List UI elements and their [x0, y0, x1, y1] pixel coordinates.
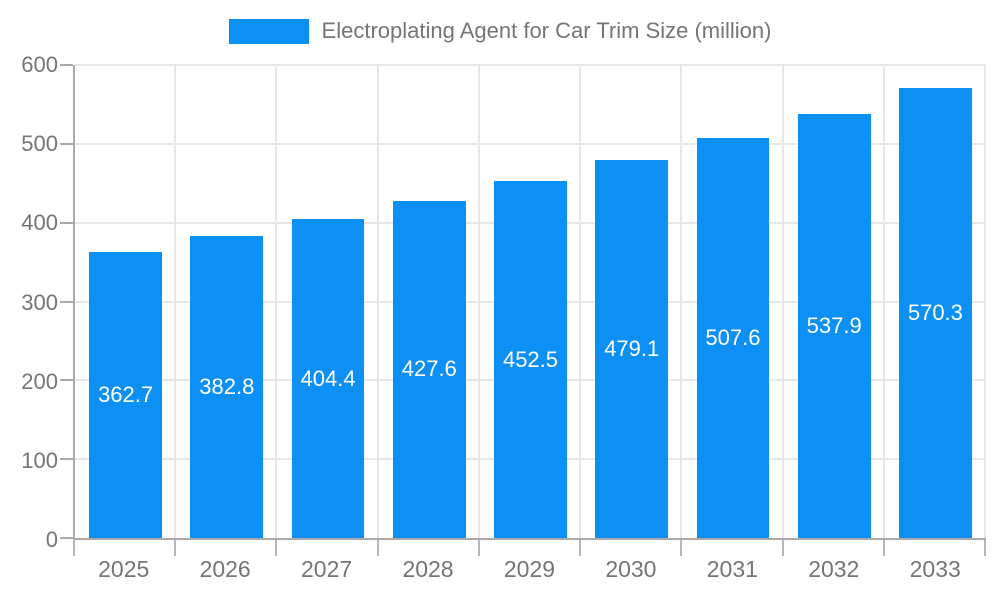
bar-2026[interactable]: 382.8: [190, 236, 264, 538]
x-axis-tick: [882, 540, 885, 556]
legend-label: Electroplating Agent for Car Trim Size (…: [321, 18, 772, 43]
bar-value-label: 537.9: [806, 312, 862, 338]
gridline-vertical: [174, 65, 177, 538]
y-axis-tick-label: 400: [21, 210, 58, 236]
plot-area: 362.7 382.8 404.4 427.6 452.5 479.1 507.6 537.9…: [60, 64, 986, 556]
gridline-vertical: [680, 65, 683, 538]
gridline-vertical: [882, 65, 885, 538]
legend: Electroplating Agent for Car Trim Size (…: [0, 18, 1000, 44]
y-axis-tick-label: 0: [45, 527, 58, 552]
x-axis-tick: [579, 540, 582, 556]
gridline-vertical: [781, 65, 784, 538]
y-axis-tick-label: 300: [21, 289, 58, 315]
y-axis-labels: 0 100 200 300 400 500 600: [0, 53, 58, 552]
y-axis-tick-label: 200: [21, 368, 58, 394]
bar-value-label: 570.3: [907, 300, 963, 326]
gridline-vertical: [275, 65, 278, 538]
y-axis-tick: [60, 458, 73, 461]
x-axis-category-label: 2032: [808, 556, 860, 582]
gridline-vertical: [477, 65, 480, 538]
bar-value-label: 362.7: [98, 382, 154, 408]
x-axis-tick: [174, 540, 177, 556]
legend-item[interactable]: Electroplating Agent for Car Trim Size (…: [228, 18, 772, 44]
y-axis-tick: [60, 64, 73, 66]
legend-swatch-icon: [228, 18, 309, 44]
y-axis-tick: [60, 537, 73, 539]
bar-2033[interactable]: 570.3: [898, 88, 972, 538]
x-axis-category-label: 2025: [98, 556, 150, 582]
bar-2032[interactable]: 537.9: [797, 113, 871, 538]
x-axis-category-label: 2027: [301, 556, 353, 582]
x-axis-tick: [781, 540, 784, 556]
gridline-horizontal: [75, 142, 986, 145]
y-axis-tick: [60, 142, 73, 145]
x-axis-category-label: 2031: [706, 556, 758, 582]
y-axis-tick: [60, 379, 73, 382]
bar-value-label: 479.1: [604, 336, 660, 362]
x-axis-tick: [680, 540, 683, 556]
bar-value-label: 452.5: [502, 346, 559, 372]
bar-2028[interactable]: 427.6: [392, 200, 466, 538]
bar-2030[interactable]: 479.1: [595, 160, 669, 538]
bar-2027[interactable]: 404.4: [291, 219, 365, 538]
x-axis-tick: [477, 540, 480, 556]
gridline-vertical: [579, 65, 582, 538]
bar-2031[interactable]: 507.6: [696, 137, 770, 538]
y-axis-tick: [60, 221, 73, 224]
x-axis-tick: [984, 540, 986, 556]
y-axis-tick-label: 100: [21, 447, 58, 473]
x-axis-category-label: 2030: [605, 556, 657, 582]
bar-2025[interactable]: 362.7: [89, 252, 163, 538]
y-axis-tick-label: 600: [21, 52, 58, 77]
x-axis-tick: [275, 540, 278, 556]
bar-value-label: 404.4: [300, 365, 356, 391]
y-axis-tick-label: 500: [21, 131, 58, 157]
gridline-vertical: [984, 65, 986, 538]
x-axis-tick: [73, 540, 75, 556]
gridline-vertical: [376, 65, 379, 538]
x-axis-tick: [376, 540, 379, 556]
bar-value-label: 427.6: [401, 356, 457, 382]
bar-value-label: 382.8: [199, 374, 255, 400]
y-axis-tick: [60, 300, 73, 303]
x-axis-category-label: 2026: [199, 556, 251, 582]
x-axis-category-label: 2033: [909, 556, 961, 582]
bar-value-label: 507.6: [705, 324, 761, 350]
gridline-horizontal: [75, 64, 986, 66]
x-axis-category-label: 2028: [402, 556, 454, 582]
x-axis-category-label: 2029: [503, 556, 556, 582]
bar-2029[interactable]: 452.5: [494, 181, 567, 538]
x-axis-labels: 2025 2026 2027 2028 2029 2030 2031 2032 2033: [73, 556, 986, 583]
